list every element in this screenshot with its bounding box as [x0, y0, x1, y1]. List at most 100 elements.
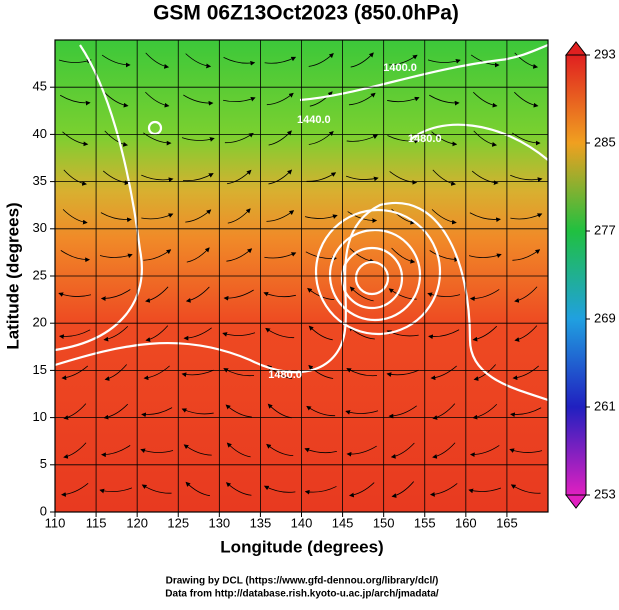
streamline	[61, 365, 89, 381]
streamline	[304, 447, 337, 454]
streamline	[471, 170, 499, 186]
streamline	[431, 209, 457, 225]
streamline	[388, 288, 417, 300]
streamline	[141, 213, 174, 220]
streamline	[225, 404, 252, 418]
streamline	[222, 332, 256, 337]
streamline	[100, 212, 132, 223]
streamline	[223, 289, 254, 301]
y-tick-label: 30	[33, 220, 47, 235]
streamline	[469, 212, 501, 223]
streamline	[63, 442, 87, 459]
streamline	[181, 369, 214, 377]
streamline	[473, 364, 496, 381]
streamline	[308, 364, 334, 379]
colorbar-tick-label: 269	[594, 310, 616, 325]
streamline	[510, 174, 543, 182]
streamline	[145, 91, 170, 108]
colorbar-tick-label: 277	[594, 222, 616, 237]
streamline	[145, 286, 169, 303]
streamline	[514, 286, 538, 303]
streamline	[62, 209, 88, 225]
streamline	[512, 249, 541, 261]
streamline	[514, 325, 538, 342]
streamline	[309, 91, 333, 107]
streamline	[391, 247, 416, 264]
streamline	[183, 444, 212, 456]
streamline	[227, 169, 252, 185]
streamline	[304, 486, 337, 495]
streamline	[429, 250, 460, 263]
streamline	[306, 405, 336, 417]
streamline	[346, 368, 378, 377]
streamline	[345, 410, 379, 415]
y-tick-label: 15	[33, 362, 47, 377]
y-tick-label: 35	[33, 173, 47, 188]
streamline	[181, 137, 215, 142]
contour-label: 1440.0	[297, 114, 331, 126]
colorbar-tick-label: 293	[594, 46, 616, 61]
streamline	[103, 91, 129, 108]
x-tick-label: 150	[373, 515, 395, 530]
streamline	[388, 405, 417, 419]
streamline	[389, 171, 418, 185]
streamline	[224, 132, 254, 144]
colorbar-tick-label: 261	[594, 398, 616, 413]
streamline	[268, 169, 293, 185]
streamline	[101, 54, 131, 68]
y-axis-label: Latitude (degrees)	[3, 202, 22, 349]
streamline	[59, 94, 91, 106]
colorbar-tick-label: 253	[594, 486, 616, 501]
streamline	[350, 52, 374, 68]
streamline	[60, 250, 91, 263]
streamline	[469, 445, 500, 458]
streamline	[432, 442, 456, 459]
y-tick-label: 20	[33, 315, 47, 330]
streamline	[223, 96, 256, 103]
streamline	[141, 484, 172, 494]
streamline	[223, 368, 255, 377]
streamline	[349, 286, 374, 302]
streamline	[59, 329, 91, 340]
map-title: GSM 06Z13Oct2023 (850.0hPa)	[153, 2, 459, 25]
streamline	[186, 247, 210, 263]
streamline	[104, 130, 129, 147]
colorbar-tick-label: 285	[594, 134, 616, 149]
x-tick-label: 160	[455, 515, 477, 530]
streamline	[386, 369, 419, 377]
streamline	[308, 325, 333, 341]
colorbar	[565, 54, 587, 496]
x-tick-label: 155	[414, 515, 436, 530]
streamline	[268, 130, 292, 146]
streamline	[227, 208, 251, 224]
streamline	[185, 286, 210, 303]
streamline	[58, 292, 92, 297]
streamline	[226, 442, 251, 458]
y-tick-label: 5	[40, 456, 47, 471]
streamline	[428, 329, 460, 340]
contour-label: 1400.0	[383, 62, 417, 74]
x-tick-label: 130	[208, 515, 230, 530]
streamline	[141, 407, 173, 418]
x-tick-label: 135	[250, 515, 272, 530]
streamline	[427, 59, 461, 64]
streamline	[182, 173, 214, 182]
streamline	[431, 131, 458, 147]
y-tick-label: 0	[40, 503, 47, 518]
streamline	[145, 52, 170, 69]
streamline	[226, 248, 253, 262]
streamline	[512, 365, 539, 381]
streamline	[185, 209, 212, 223]
colorbar-min-arrow	[564, 494, 588, 509]
streamline	[346, 445, 377, 457]
streamline	[99, 487, 133, 494]
streamline	[99, 253, 133, 259]
x-tick-label: 115	[86, 515, 107, 530]
contour-label: 1480.0	[268, 369, 302, 381]
streamline	[183, 94, 214, 106]
y-tick-label: 10	[33, 409, 47, 424]
y-tick-label: 45	[33, 79, 47, 94]
streamline	[391, 481, 415, 498]
streamline	[140, 448, 174, 454]
